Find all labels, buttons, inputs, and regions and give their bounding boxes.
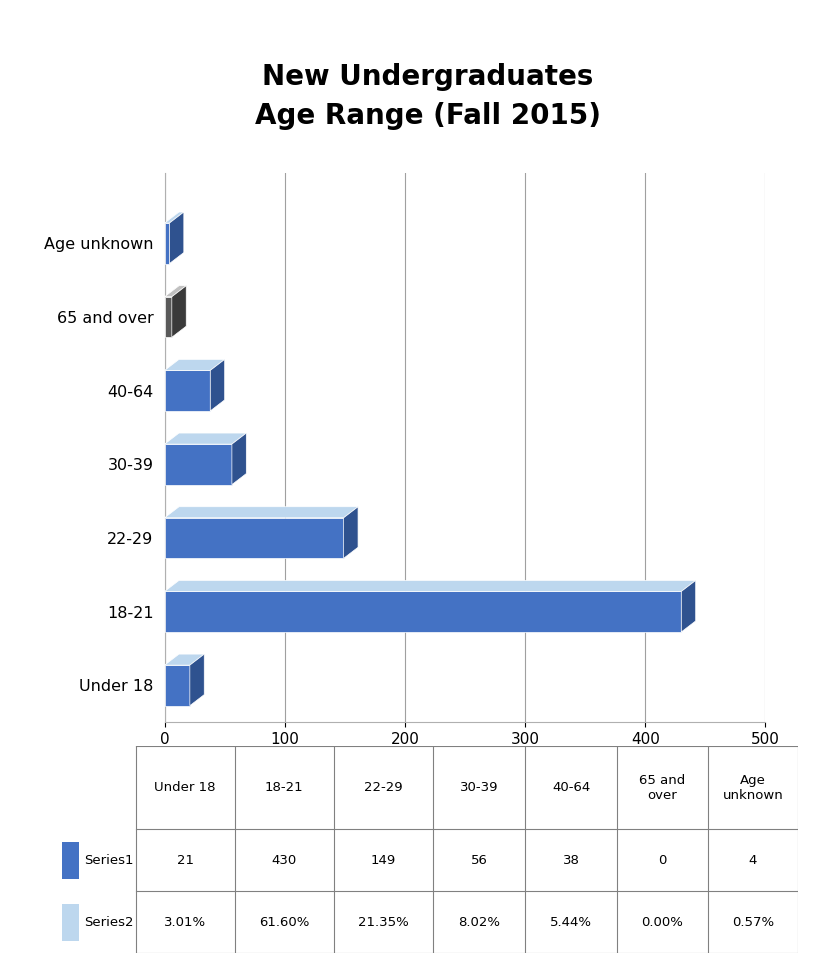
Text: 56: 56 xyxy=(471,854,487,867)
Text: 430: 430 xyxy=(272,854,297,867)
Polygon shape xyxy=(165,433,246,444)
Polygon shape xyxy=(681,581,695,632)
Bar xyxy=(62,842,79,879)
Polygon shape xyxy=(172,286,186,337)
Text: 0: 0 xyxy=(658,854,667,867)
Polygon shape xyxy=(210,359,225,411)
Text: 21: 21 xyxy=(177,854,193,867)
Text: Age
unknown: Age unknown xyxy=(723,773,783,802)
Text: 30-39: 30-39 xyxy=(460,781,499,794)
Text: 3.01%: 3.01% xyxy=(164,916,207,928)
Text: 4: 4 xyxy=(749,854,757,867)
Text: 149: 149 xyxy=(371,854,396,867)
Text: 8.02%: 8.02% xyxy=(458,916,500,928)
Bar xyxy=(62,903,79,941)
Polygon shape xyxy=(165,518,344,559)
Text: Series1: Series1 xyxy=(85,854,134,867)
Polygon shape xyxy=(165,444,232,484)
Text: 0.00%: 0.00% xyxy=(642,916,683,928)
Text: 61.60%: 61.60% xyxy=(259,916,309,928)
Polygon shape xyxy=(165,286,186,297)
Polygon shape xyxy=(165,507,358,518)
Polygon shape xyxy=(232,433,246,484)
Polygon shape xyxy=(165,223,170,264)
Text: 22-29: 22-29 xyxy=(364,781,402,794)
Polygon shape xyxy=(165,591,681,632)
Polygon shape xyxy=(165,297,172,337)
Text: Series2: Series2 xyxy=(85,916,134,928)
Text: 21.35%: 21.35% xyxy=(358,916,409,928)
Text: 38: 38 xyxy=(563,854,579,867)
Text: Under 18: Under 18 xyxy=(155,781,216,794)
Text: 40-64: 40-64 xyxy=(552,781,590,794)
Text: 18-21: 18-21 xyxy=(265,781,304,794)
Polygon shape xyxy=(165,212,184,223)
Text: 65 and
over: 65 and over xyxy=(639,773,686,802)
Polygon shape xyxy=(190,654,204,706)
Text: New Undergraduates
Age Range (Fall 2015): New Undergraduates Age Range (Fall 2015) xyxy=(255,63,601,130)
Polygon shape xyxy=(165,581,695,591)
Polygon shape xyxy=(165,654,204,665)
Polygon shape xyxy=(165,359,225,371)
Polygon shape xyxy=(165,371,210,411)
Polygon shape xyxy=(344,507,358,559)
Polygon shape xyxy=(170,212,184,264)
Polygon shape xyxy=(165,665,190,706)
Text: 5.44%: 5.44% xyxy=(551,916,593,928)
Text: 0.57%: 0.57% xyxy=(732,916,774,928)
